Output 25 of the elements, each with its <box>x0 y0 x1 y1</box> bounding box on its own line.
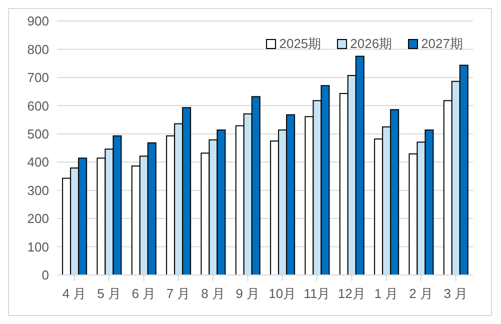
x-tick-label: 12月 <box>338 286 366 302</box>
y-tick-label: 100 <box>27 239 49 254</box>
y-tick-label: 200 <box>27 211 49 226</box>
x-tick-label: 6 月 <box>132 286 156 302</box>
x-tick-label: 11月 <box>304 286 330 302</box>
y-tick-label: 0 <box>42 268 49 283</box>
x-tick-label: 7 月 <box>166 286 190 302</box>
y-tick-label: 400 <box>27 154 49 170</box>
y-tick-label: 300 <box>27 182 49 198</box>
x-tick-label: 3 月 <box>444 286 468 302</box>
x-tick-label: 8 月 <box>201 286 225 302</box>
y-tick-label: 600 <box>27 98 49 114</box>
x-tick-label: 5 月 <box>97 286 121 302</box>
x-tick-label: 9 月 <box>236 286 260 302</box>
x-tick-label: 2 月 <box>409 286 433 302</box>
x-tick-label: 4 月 <box>62 286 86 302</box>
y-tick-label: 700 <box>27 70 49 86</box>
y-tick-label: 800 <box>27 42 49 57</box>
legend-label: 2027期 <box>421 35 463 53</box>
legend-label: 2025期 <box>279 35 322 53</box>
legend-label: 2026期 <box>350 35 392 53</box>
y-tick-label: 900 <box>27 14 49 29</box>
x-tick-label: 1 月 <box>374 286 398 302</box>
y-tick-label: 500 <box>27 126 49 142</box>
x-tick-label: 10月 <box>268 286 296 302</box>
